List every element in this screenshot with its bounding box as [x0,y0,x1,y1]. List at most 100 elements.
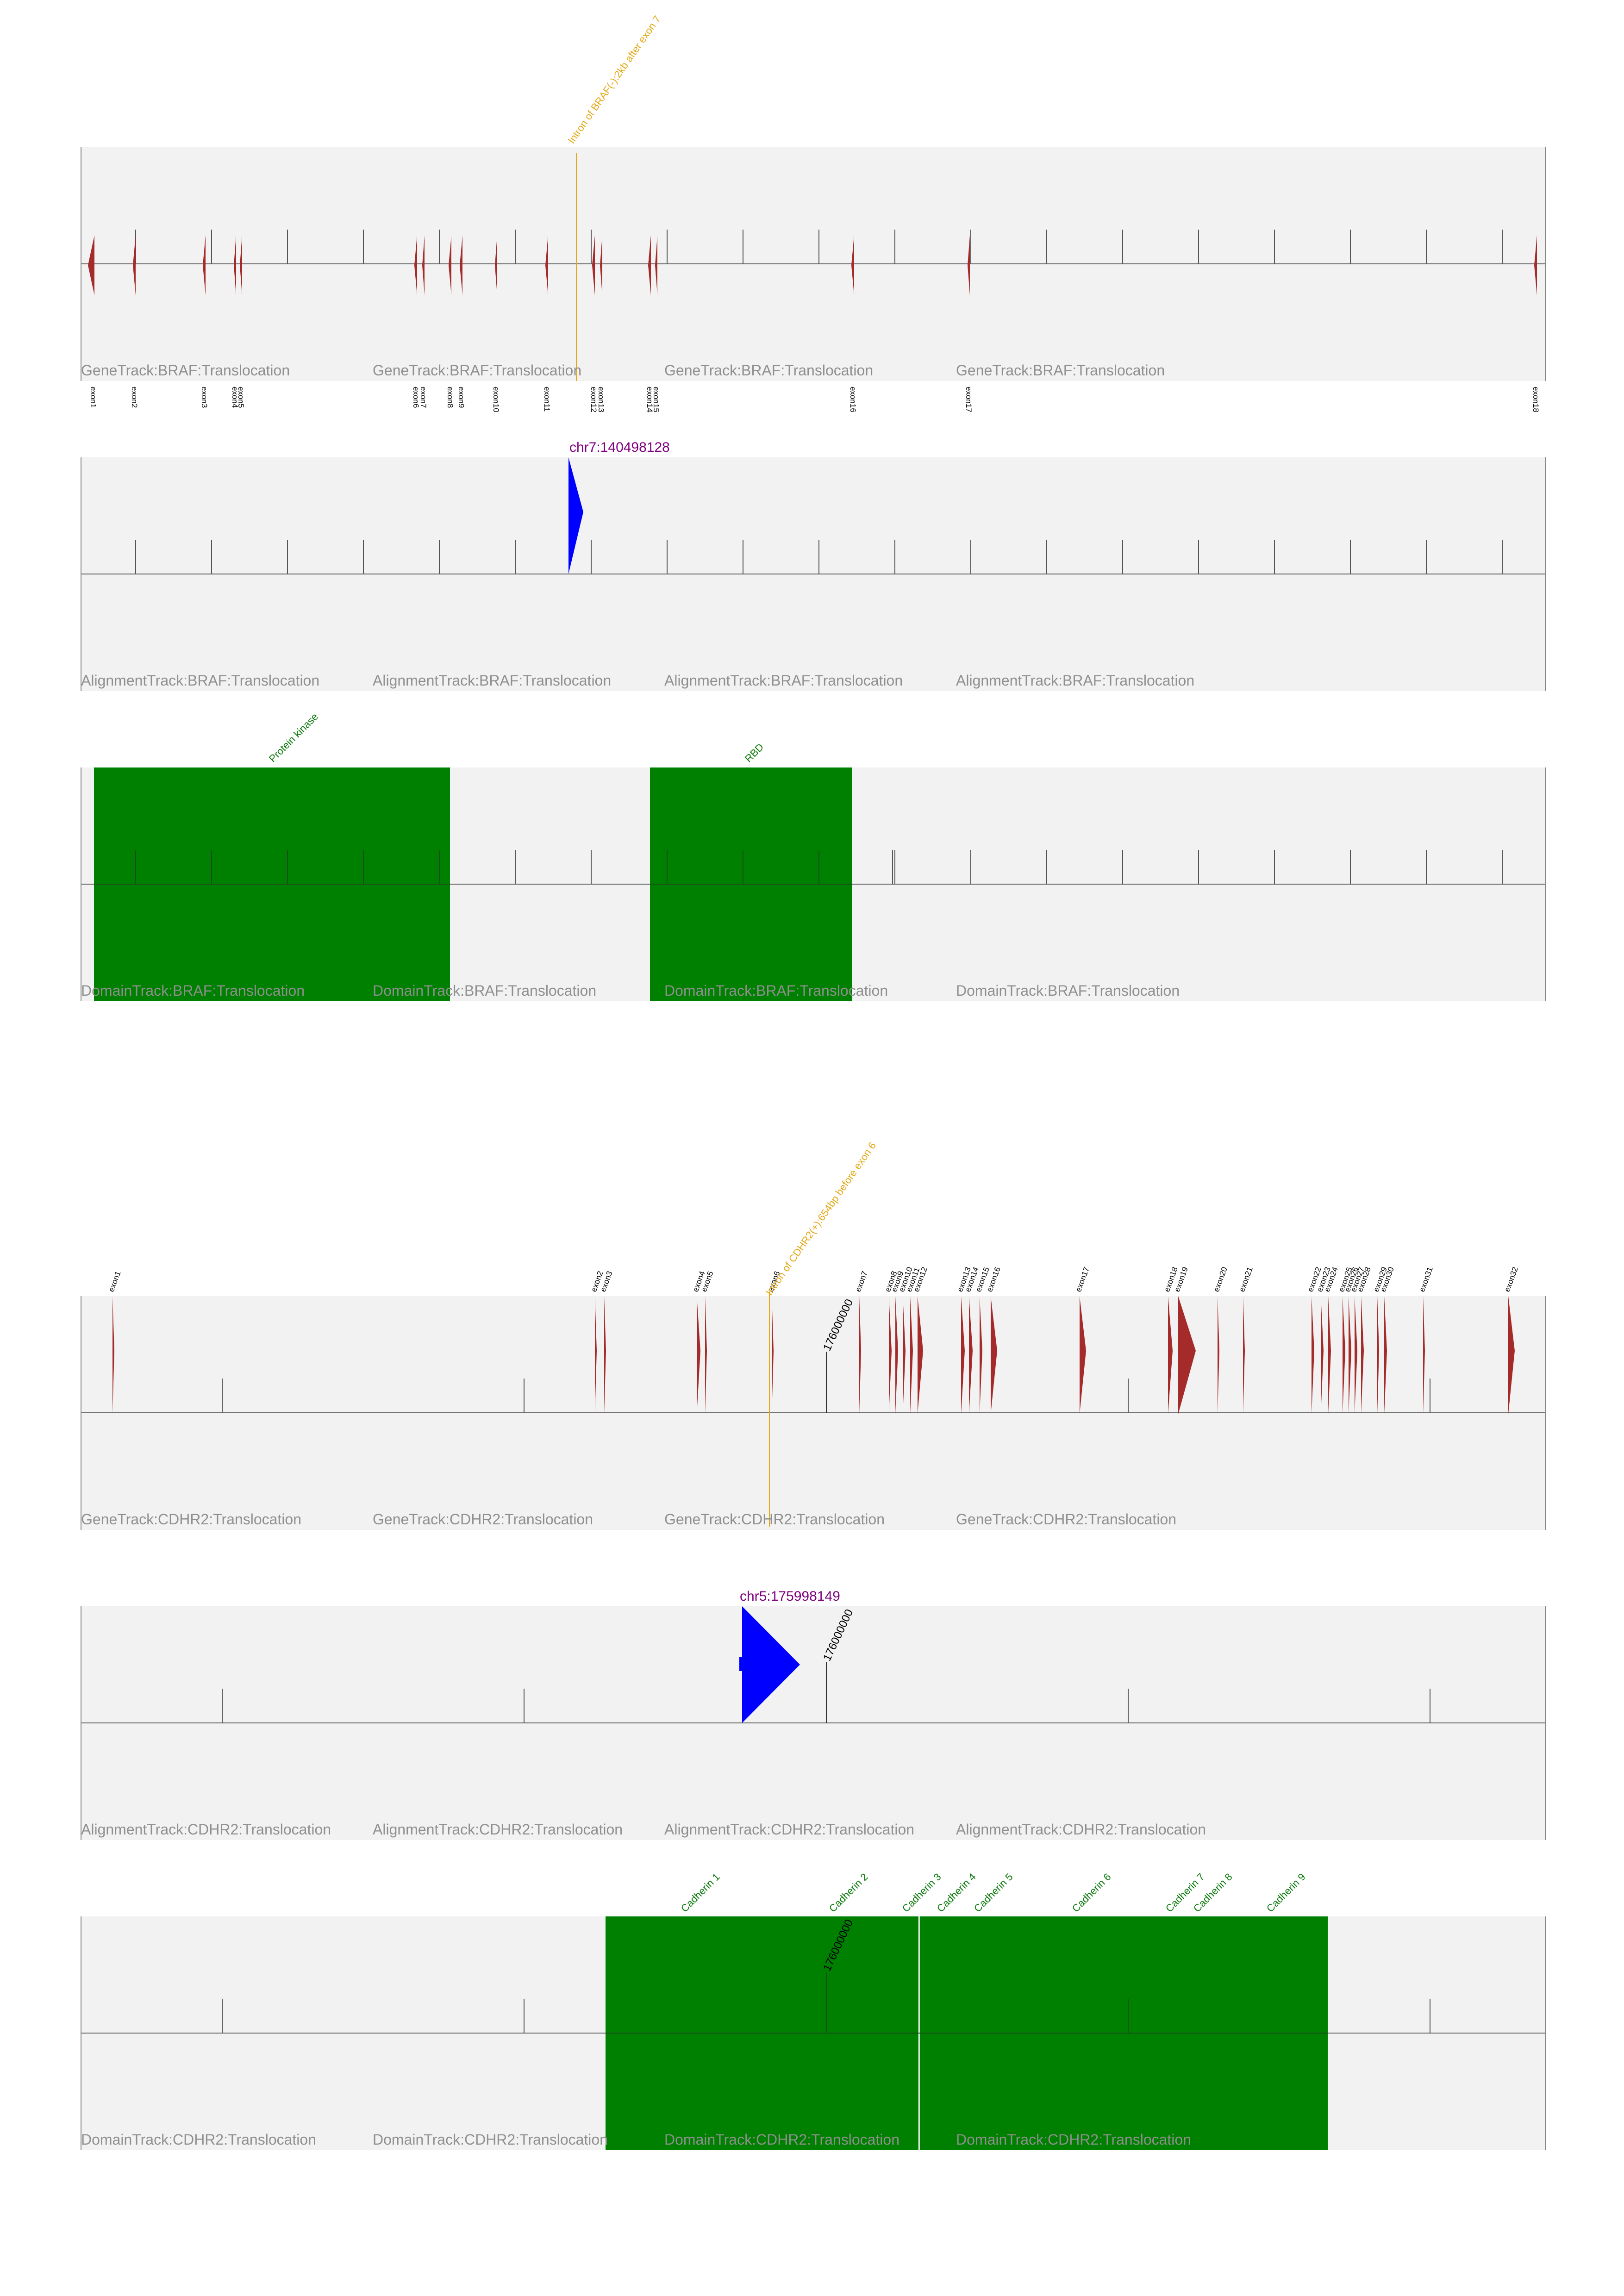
exon-arrow [422,235,425,295]
exon-label: exon7 [419,387,428,408]
domain-label: Cadherin 1 [679,1871,722,1915]
exon-label: exon21 [1237,1266,1255,1293]
exon-arrow [1178,1296,1196,1414]
domain-label: RBD [743,741,766,765]
read-soft-clip [739,1657,743,1671]
domain-label: Cadherin 5 [972,1871,1015,1915]
exon-label: exon16 [849,387,857,412]
exon-arrow [648,235,651,295]
exon-arrow [1349,1296,1351,1414]
track-marks [81,147,1546,2150]
exon-arrow [1243,1296,1245,1414]
exon-arrow [595,1296,597,1414]
cdhr2-gene-track-watermark: GeneTrack:CDHR2:Translocation [664,1511,885,1528]
exon-arrow [203,235,206,295]
exon-label: exon9 [457,387,466,408]
exon-arrow [545,235,548,295]
exon-arrow [234,235,236,295]
exon-arrow [112,1296,114,1414]
exon-label: exon11 [543,387,551,412]
braf-domain-track-watermark: DomainTrack:BRAF:Translocation [81,982,305,999]
braf-alignment-track-watermark: AlignmentTrack:BRAF:Translocation [81,672,319,689]
exon-arrow [604,1296,606,1414]
domain-label: Cadherin 6 [1070,1871,1113,1915]
exon-arrow [895,1296,898,1414]
exon-arrow [1312,1296,1314,1414]
exon-arrow [1534,235,1537,295]
exon-label: exon17 [1074,1266,1091,1293]
braf-alignment-track-watermark: AlignmentTrack:BRAF:Translocation [664,672,903,689]
exon-arrow [1361,1296,1364,1414]
cdhr2-domain-track-watermark: DomainTrack:CDHR2:Translocation [664,2131,899,2148]
cdhr2-gene-track-watermark: GeneTrack:CDHR2:Translocation [373,1511,593,1528]
exon-arrow [592,235,595,295]
braf-domain-track-watermark: DomainTrack:BRAF:Translocation [956,982,1180,999]
exon-label: exon5 [237,387,245,408]
exon-arrow [918,1296,923,1414]
exon-label: exon8 [446,387,455,408]
braf-gene-track-watermark: GeneTrack:BRAF:Translocation [81,362,290,379]
exon-arrow [1080,1296,1086,1414]
braf-domain-track-watermark: DomainTrack:BRAF:Translocation [664,982,888,999]
cdhr2-domain-track-watermark: DomainTrack:CDHR2:Translocation [81,2131,316,2148]
exon-arrow [1508,1296,1515,1414]
read-arrow [742,1606,800,1723]
exon-label: exon10 [492,387,500,412]
exon-label: exon7 [854,1270,869,1293]
track-backgrounds [81,147,1545,2150]
exon-label: exon17 [964,387,973,412]
exon-arrow [859,1296,861,1414]
braf-alignment-track-watermark: AlignmentTrack:BRAF:Translocation [373,672,611,689]
exon-arrow [1384,1296,1387,1414]
exon-arrow [1355,1296,1357,1414]
exon-arrow [460,235,462,295]
exon-arrow [495,235,497,295]
breakpoint-coordinate: chr5:175998149 [740,1589,840,1604]
exon-arrow [705,1296,707,1414]
exon-label: exon18 [1531,387,1540,412]
exon-label: exon20 [1212,1266,1229,1293]
exon-arrow [903,1296,906,1414]
exon-label: exon4 [231,387,239,408]
exon-label: exon14 [645,387,654,412]
exon-arrow [655,235,657,295]
cdhr2-gene-track-watermark: GeneTrack:CDHR2:Translocation [956,1511,1176,1528]
exon-label: exon12 [589,387,598,412]
exon-arrow [772,1296,774,1414]
braf-alignment-track-watermark: AlignmentTrack:BRAF:Translocation [956,672,1194,689]
exon-arrow [961,1296,965,1414]
cdhr2-alignment-track-watermark: AlignmentTrack:CDHR2:Translocation [81,1821,331,1838]
braf-domain-track-watermark: DomainTrack:BRAF:Translocation [373,982,596,999]
exon-label: exon32 [1503,1266,1520,1293]
exon-label: exon1 [89,387,98,408]
exon-arrow [133,235,136,295]
breakpoint-label: Intron of BRAF(-):2kb after exon 7 [566,13,663,146]
exon-arrow [1423,1296,1425,1414]
cdhr2-alignment-track-watermark: AlignmentTrack:CDHR2:Translocation [373,1821,623,1838]
exon-arrow [980,1296,982,1414]
exon-label: exon15 [652,387,661,412]
exon-arrow [968,235,970,295]
exon-arrow [1218,1296,1219,1414]
breakpoint-coordinate: chr7:140498128 [569,440,670,455]
exon-arrow [889,1296,892,1414]
exon-arrow [851,235,854,295]
braf-gene-track-watermark: GeneTrack:BRAF:Translocation [664,362,873,379]
cdhr2-domain-track-watermark: DomainTrack:CDHR2:Translocation [956,2131,1191,2148]
exon-label: exon3 [200,387,209,408]
exon-arrow [414,235,417,295]
exon-label: exon13 [597,387,606,412]
exon-label: exon1 [107,1270,123,1293]
exon-arrow [449,235,451,295]
cdhr2-alignment-track-watermark: AlignmentTrack:CDHR2:Translocation [956,1821,1206,1838]
exon-arrow [697,1296,700,1414]
exon-label: exon6 [412,387,420,408]
domain-label: Protein kinase [267,711,320,764]
exon-arrow [991,1296,997,1414]
exon-label: exon31 [1418,1266,1435,1293]
domain-label: Cadherin 2 [827,1871,870,1915]
domain-label: Cadherin 9 [1264,1871,1308,1915]
cdhr2-domain-track-watermark: DomainTrack:CDHR2:Translocation [373,2131,608,2148]
